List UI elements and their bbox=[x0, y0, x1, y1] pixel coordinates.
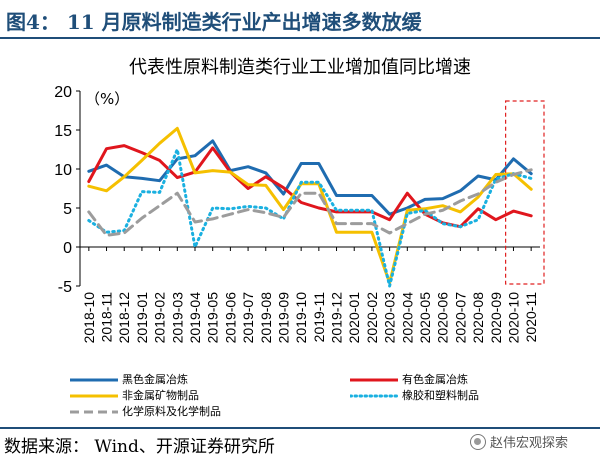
x-tick-label: 2019-01 bbox=[134, 292, 150, 344]
legend-swatch bbox=[350, 378, 398, 382]
source-note: 数据来源： Wind、开源证券研究所 bbox=[4, 437, 275, 457]
legend-label: 橡胶和塑料制品 bbox=[402, 389, 479, 402]
series-line-4 bbox=[87, 168, 533, 237]
x-tick-label: 2019-11 bbox=[311, 292, 327, 343]
legend-label: 黑色金属冶炼 bbox=[122, 373, 188, 386]
x-tick-label: 2018-12 bbox=[116, 292, 132, 344]
x-tick-label: 2020-06 bbox=[435, 292, 451, 344]
x-tick-label: 2019-07 bbox=[240, 292, 256, 344]
x-tick-label: 2019-02 bbox=[152, 292, 168, 344]
x-tick-label: 2019-09 bbox=[275, 292, 291, 344]
x-tick-label: 2020-01 bbox=[346, 292, 362, 344]
y-tick-label: 10 bbox=[54, 162, 72, 179]
legend-swatch bbox=[70, 410, 118, 414]
x-tick-label: 2020-10 bbox=[505, 292, 521, 344]
highlight-box bbox=[505, 100, 545, 285]
x-tick-label: 2019-10 bbox=[293, 292, 309, 344]
x-tick-label: 2020-05 bbox=[417, 292, 433, 344]
x-tick-label: 2019-03 bbox=[169, 292, 185, 344]
chart-title: 代表性原料制造类行业工业增加值同比增速 bbox=[129, 57, 471, 78]
wechat-icon bbox=[470, 434, 486, 450]
watermark-text: 赵伟宏观探索 bbox=[490, 436, 569, 451]
series-line-2 bbox=[87, 126, 533, 285]
x-tick-label: 2020-11 bbox=[523, 292, 539, 343]
legend-swatch bbox=[350, 394, 398, 398]
legend-label: 有色金属冶炼 bbox=[402, 373, 468, 386]
legend-swatch bbox=[70, 378, 118, 382]
legend-swatch bbox=[70, 394, 118, 398]
series-line-3 bbox=[87, 148, 533, 288]
legend-label: 化学原料及化学制品 bbox=[122, 405, 221, 418]
series-line-0 bbox=[87, 139, 533, 216]
y-unit-label: （%） bbox=[85, 90, 129, 108]
x-tick-label: 2020-03 bbox=[382, 292, 398, 344]
y-tick-label: 20 bbox=[54, 84, 72, 101]
x-tick-label: 2018-10 bbox=[81, 292, 97, 344]
x-tick-label: 2019-05 bbox=[205, 292, 221, 344]
x-tick-label: 2019-06 bbox=[222, 292, 238, 344]
y-tick-label: -5 bbox=[58, 279, 72, 296]
y-tick-label: 5 bbox=[63, 201, 72, 218]
x-tick-label: 2020-02 bbox=[364, 292, 380, 344]
series-line-1 bbox=[87, 144, 533, 229]
footer-divider bbox=[0, 427, 600, 429]
legend-label: 非金属矿物制品 bbox=[122, 389, 199, 402]
x-tick-label: 2020-08 bbox=[470, 292, 486, 344]
x-tick-label: 2019-04 bbox=[187, 292, 203, 344]
watermark: 赵伟宏观探索 bbox=[470, 432, 568, 451]
x-tick-label: 2020-07 bbox=[452, 292, 468, 344]
x-tick-label: 2020-09 bbox=[488, 292, 504, 344]
x-tick-label: 2019-12 bbox=[329, 292, 345, 344]
y-tick-label: 15 bbox=[54, 123, 72, 140]
x-tick-label: 2019-08 bbox=[258, 292, 274, 344]
header-divider bbox=[0, 37, 600, 39]
figure-header: 图4： 11 月原料制造类行业产出增速多数放缓 bbox=[0, 0, 600, 40]
figure-title: 图4： 11 月原料制造类行业产出增速多数放缓 bbox=[6, 10, 422, 34]
x-tick-label: 2020-04 bbox=[399, 292, 415, 344]
y-tick-label: 0 bbox=[63, 240, 72, 257]
x-tick-label: 2018-11 bbox=[99, 292, 115, 343]
